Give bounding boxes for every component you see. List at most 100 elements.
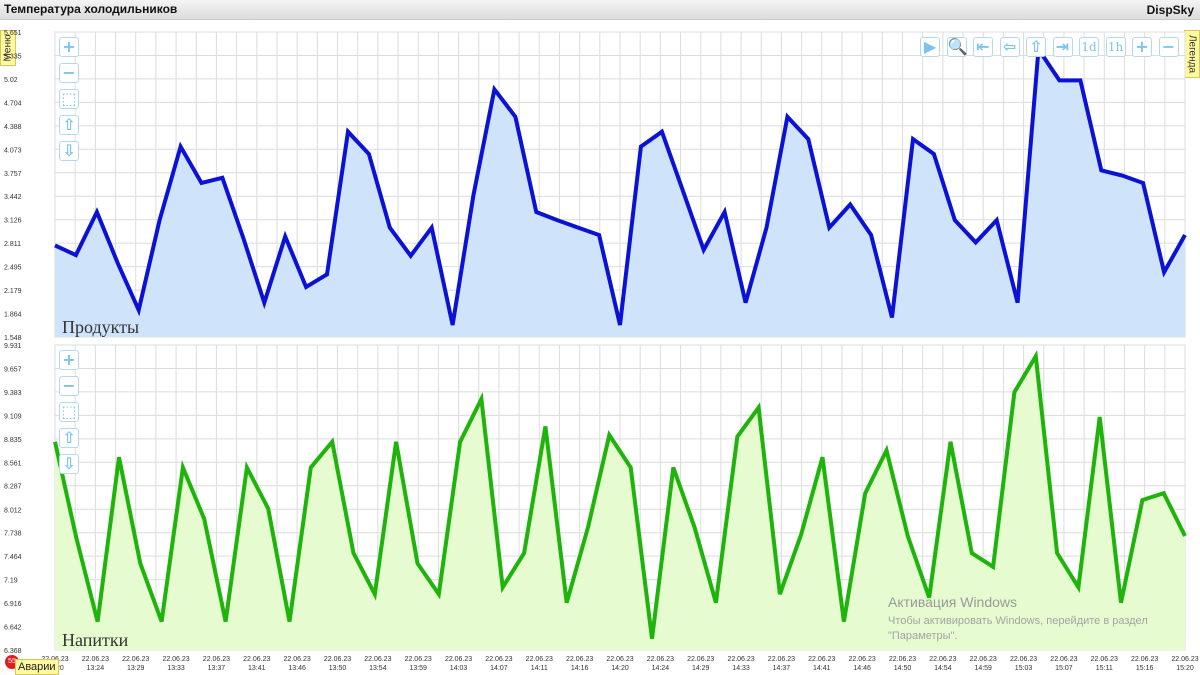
- zoom-out-icon[interactable]: −: [59, 63, 79, 83]
- x-tick-date: 22.06.23: [162, 656, 189, 663]
- hour-button[interactable]: 1h: [1105, 37, 1126, 57]
- chart-title-products: Продукты: [62, 317, 139, 337]
- x-tick-date: 22.06.23: [727, 656, 754, 663]
- y-tick-label: 8.835: [4, 437, 22, 444]
- y-tick-label: 6.642: [4, 625, 22, 632]
- y-tick-label: 2.495: [4, 265, 22, 272]
- prev-icon[interactable]: ⇦: [999, 37, 1020, 57]
- zoom-out-icon[interactable]: −: [59, 376, 79, 396]
- x-tick-time: 13:50: [329, 665, 347, 672]
- series-line-drinks: [53, 350, 1187, 639]
- y-tick-label: 9.109: [4, 413, 22, 420]
- magnifier-icon[interactable]: 🔍: [946, 37, 968, 57]
- brand-name: DispSky: [1146, 3, 1194, 17]
- y-tick-label: 6.916: [4, 601, 22, 608]
- x-tick-date: 22.06.23: [364, 656, 391, 663]
- series-fill-products: [55, 49, 1185, 337]
- zoom-in-icon[interactable]: +: [59, 350, 79, 370]
- zoom-in-icon[interactable]: +: [59, 37, 79, 57]
- y-tick-label: 7.19: [4, 578, 18, 585]
- activation-watermark-line1: Чтобы активировать Windows, перейдите в …: [888, 615, 1148, 627]
- x-tick-time: 14:46: [853, 665, 871, 672]
- arrow-up-icon[interactable]: ⇧: [59, 115, 79, 135]
- x-tick-date: 22.06.23: [1131, 656, 1158, 663]
- activation-watermark-text: Чтобы активировать Windows, перейдите в …: [888, 614, 1148, 644]
- y-tick-label: 3.757: [4, 171, 22, 178]
- first-icon[interactable]: ⇤: [973, 37, 993, 57]
- arrow-down-icon[interactable]: ⇩: [59, 454, 79, 474]
- y-tick-label: 7.738: [4, 531, 22, 538]
- y-tick-label: 6.368: [4, 648, 22, 655]
- y-tick-label: 4.704: [4, 100, 22, 107]
- x-tick-date: 22.06.23: [445, 656, 472, 663]
- x-tick-time: 14:33: [732, 665, 750, 672]
- x-tick-date: 22.06.23: [122, 656, 149, 663]
- x-tick-date: 22.06.23: [243, 656, 270, 663]
- x-tick-time: 13:46: [288, 665, 306, 672]
- y-tick-label: 4.073: [4, 147, 22, 154]
- minus-icon[interactable]: −: [1158, 37, 1179, 57]
- x-tick-date: 22.06.23: [889, 656, 916, 663]
- x-tick-date: 22.06.23: [929, 656, 956, 663]
- x-tick-date: 22.06.23: [768, 656, 795, 663]
- x-tick-time: 13:37: [208, 665, 226, 672]
- x-tick-time: 14:24: [652, 665, 670, 672]
- x-tick-time: 15:07: [1055, 665, 1073, 672]
- y-tick-label: 9.383: [4, 390, 22, 397]
- x-tick-time: 14:54: [934, 665, 952, 672]
- chart-title-drinks: Напитки: [62, 630, 129, 650]
- x-tick-time: 13:29: [127, 665, 145, 672]
- y-tick-label: 2.179: [4, 288, 22, 295]
- arrow-down-icon[interactable]: ⇩: [59, 141, 79, 161]
- x-tick-date: 22.06.23: [203, 656, 230, 663]
- x-tick-date: 22.06.23: [687, 656, 714, 663]
- x-tick-time: 14:29: [692, 665, 710, 672]
- x-tick-time: 13:54: [369, 665, 387, 672]
- x-tick-time: 13:24: [87, 665, 105, 672]
- x-tick-time: 14:07: [490, 665, 508, 672]
- x-tick-date: 22.06.23: [1010, 656, 1037, 663]
- y-tick-label: 9.657: [4, 366, 22, 373]
- x-tick-time: 14:20: [611, 665, 629, 672]
- y-tick-label: 9.931: [4, 343, 22, 350]
- x-tick-time: 13:33: [167, 665, 185, 672]
- plus-icon[interactable]: +: [1132, 37, 1152, 57]
- y-tick-label: 3.442: [4, 194, 22, 201]
- title-bar: Температура холодильников DispSky: [0, 0, 1200, 20]
- x-tick-date: 22.06.23: [82, 656, 109, 663]
- x-tick-date: 22.06.23: [324, 656, 351, 663]
- up-icon[interactable]: ⇧: [1026, 37, 1046, 57]
- y-tick-label: 5.651: [4, 30, 22, 37]
- zoom-box-icon[interactable]: ⬚: [59, 89, 79, 109]
- zoom-box-icon[interactable]: ⬚: [59, 402, 79, 422]
- x-tick-date: 22.06.23: [970, 656, 997, 663]
- y-tick-label: 5.02: [4, 77, 18, 84]
- y-tick-label: 7.464: [4, 554, 22, 561]
- x-tick-time: 15:16: [1136, 665, 1154, 672]
- y-tick-label: 8.561: [4, 460, 22, 467]
- x-tick-date: 22.06.23: [647, 656, 674, 663]
- x-tick-time: 13:41: [248, 665, 266, 672]
- last-icon[interactable]: ⇥: [1052, 37, 1073, 57]
- series-line-products: [54, 43, 1187, 326]
- menu-tab[interactable]: Меню: [0, 30, 16, 66]
- series-fill-drinks: [55, 356, 1185, 650]
- y-tick-label: 1.864: [4, 312, 22, 319]
- x-tick-date: 22.06.23: [284, 656, 311, 663]
- x-tick-time: 14:11: [531, 665, 548, 672]
- x-tick-date: 22.06.23: [1171, 656, 1198, 663]
- y-tick-label: 8.287: [4, 484, 22, 491]
- play-icon[interactable]: ▶: [920, 37, 940, 57]
- y-tick-label: 3.126: [4, 218, 22, 225]
- day-button[interactable]: 1d: [1079, 37, 1099, 57]
- x-tick-time: 14:16: [571, 665, 589, 672]
- alarm-label: Аварии: [15, 659, 59, 675]
- x-tick-time: 14:50: [894, 665, 912, 672]
- arrow-up-icon[interactable]: ⇧: [59, 428, 79, 448]
- x-tick-date: 22.06.23: [526, 656, 553, 663]
- app-title: Температура холодильников: [4, 2, 178, 16]
- x-tick-time: 15:11: [1096, 665, 1113, 672]
- x-tick-date: 22.06.23: [405, 656, 432, 663]
- chart-drinks: 6.368 6.642 6.916 7.19 7.464 7.738 8.012 8.287 8…: [4, 343, 1187, 655]
